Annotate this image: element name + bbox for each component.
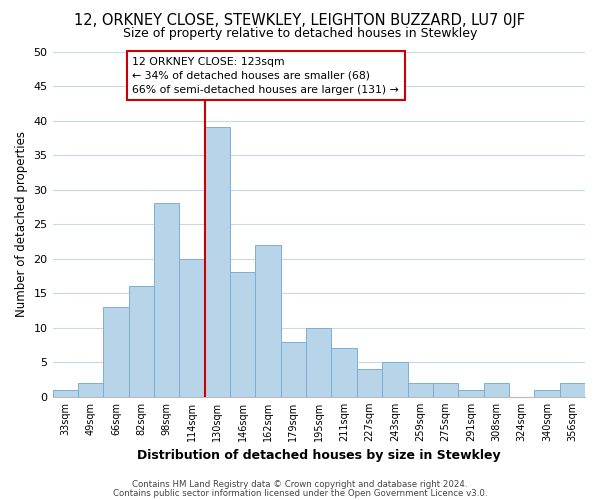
Bar — [103, 307, 128, 397]
Bar — [407, 383, 433, 397]
Bar — [484, 383, 509, 397]
Bar — [230, 272, 256, 397]
X-axis label: Distribution of detached houses by size in Stewkley: Distribution of detached houses by size … — [137, 450, 500, 462]
Bar — [179, 258, 205, 397]
Text: 12 ORKNEY CLOSE: 123sqm
← 34% of detached houses are smaller (68)
66% of semi-de: 12 ORKNEY CLOSE: 123sqm ← 34% of detache… — [133, 56, 399, 94]
Text: Size of property relative to detached houses in Stewkley: Size of property relative to detached ho… — [123, 28, 477, 40]
Text: Contains public sector information licensed under the Open Government Licence v3: Contains public sector information licen… — [113, 488, 487, 498]
Bar — [458, 390, 484, 397]
Bar — [256, 245, 281, 397]
Bar — [433, 383, 458, 397]
Bar — [306, 328, 331, 397]
Bar — [53, 390, 78, 397]
Bar — [205, 128, 230, 397]
Bar — [560, 383, 585, 397]
Bar — [128, 286, 154, 397]
Text: 12, ORKNEY CLOSE, STEWKLEY, LEIGHTON BUZZARD, LU7 0JF: 12, ORKNEY CLOSE, STEWKLEY, LEIGHTON BUZ… — [74, 12, 526, 28]
Bar — [331, 348, 357, 397]
Bar — [382, 362, 407, 397]
Bar — [154, 204, 179, 397]
Bar — [78, 383, 103, 397]
Bar — [281, 342, 306, 397]
Y-axis label: Number of detached properties: Number of detached properties — [15, 131, 28, 317]
Bar — [357, 369, 382, 397]
Text: Contains HM Land Registry data © Crown copyright and database right 2024.: Contains HM Land Registry data © Crown c… — [132, 480, 468, 489]
Bar — [534, 390, 560, 397]
